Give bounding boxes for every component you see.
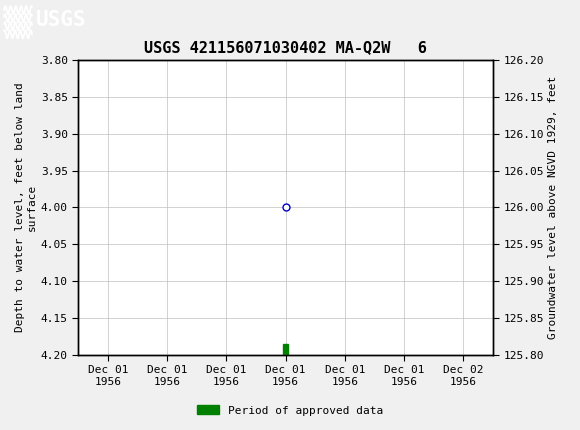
Bar [283, 344, 288, 357]
Y-axis label: Groundwater level above NGVD 1929, feet: Groundwater level above NGVD 1929, feet [548, 76, 558, 339]
Legend: Period of approved data: Period of approved data [193, 401, 387, 420]
Y-axis label: Depth to water level, feet below land
surface: Depth to water level, feet below land su… [15, 83, 37, 332]
Text: USGS: USGS [36, 10, 86, 30]
Title: USGS 421156071030402 MA-Q2W   6: USGS 421156071030402 MA-Q2W 6 [144, 40, 427, 55]
